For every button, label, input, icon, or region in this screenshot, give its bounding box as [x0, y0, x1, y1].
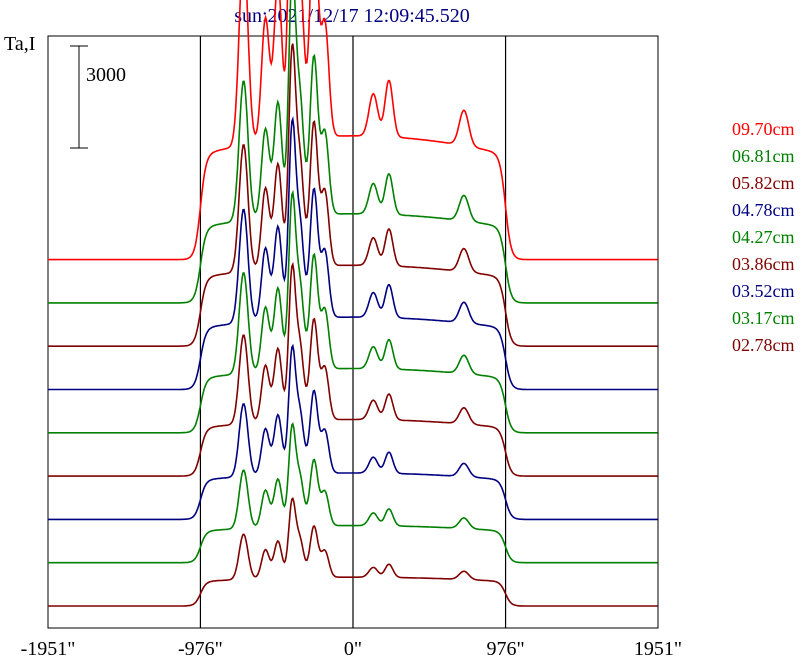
legend-item: 04.78cm — [732, 200, 795, 220]
series-line-03.86cm — [48, 261, 658, 477]
x-ticks: -1951" -976" 0" 976" 1951" — [21, 638, 683, 660]
legend-item: 03.86cm — [732, 254, 795, 274]
series-line-02.78cm — [48, 496, 658, 607]
legend: 09.70cm 06.81cm 05.82cm 04.78cm 04.27cm 03.86… — [732, 119, 795, 355]
legend-item: 04.27cm — [732, 227, 795, 247]
x-tick-label: -976" — [178, 638, 223, 660]
x-tick-label: 0" — [344, 638, 362, 660]
legend-item: 06.81cm — [732, 146, 795, 166]
series-line-03.17cm — [48, 422, 658, 564]
series-group — [48, 0, 658, 607]
x-tick-label: 976" — [486, 638, 524, 660]
series-line-05.82cm — [48, 43, 658, 347]
legend-item: 03.17cm — [732, 308, 795, 328]
series-line-09.70cm — [48, 0, 658, 261]
legend-item: 02.78cm — [732, 335, 795, 355]
legend-item: 09.70cm — [732, 119, 795, 139]
chart-title: sun:2021/12/17 12:09:45.520 — [234, 5, 470, 27]
x-tick-label: 1951" — [634, 638, 682, 660]
limb-markers — [199, 36, 507, 628]
series-line-04.27cm — [48, 189, 658, 434]
legend-item: 05.82cm — [732, 173, 795, 193]
series-line-06.81cm — [48, 0, 658, 304]
y-axis-label: Ta,I — [4, 33, 35, 55]
scale-bar: 3000 — [70, 45, 126, 149]
scale-bar-label: 3000 — [86, 64, 126, 86]
legend-item: 03.52cm — [732, 281, 795, 301]
x-tick-label: -1951" — [21, 638, 76, 660]
series-line-03.52cm — [48, 343, 658, 521]
series-line-04.78cm — [48, 115, 658, 391]
